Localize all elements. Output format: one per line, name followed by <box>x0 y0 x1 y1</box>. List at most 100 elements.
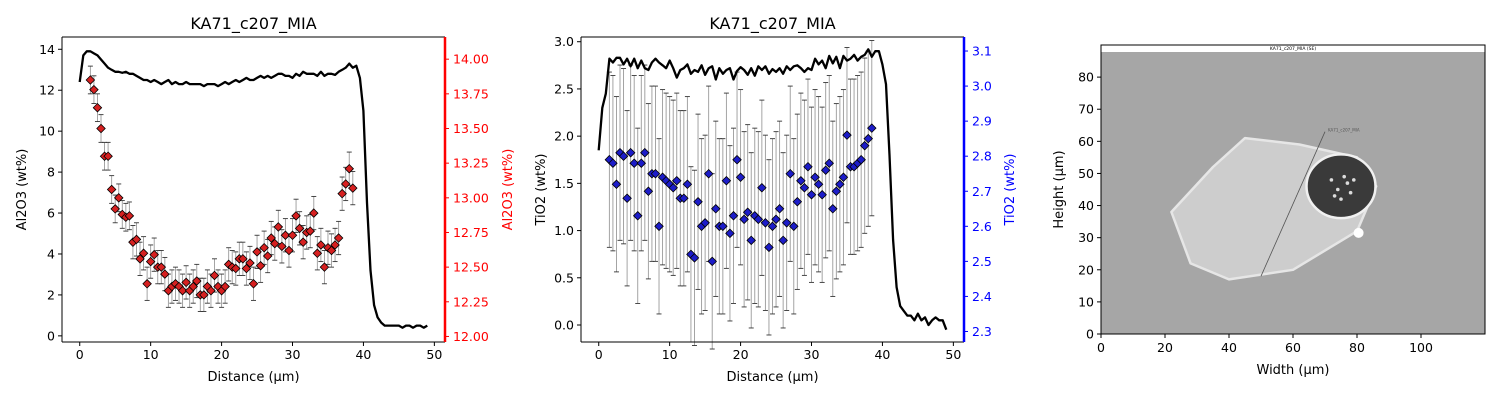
data-point <box>344 163 355 174</box>
data-point <box>298 237 308 247</box>
data-point <box>220 281 230 292</box>
data-point <box>757 182 767 193</box>
y-tick-label: 2.0 <box>554 129 574 144</box>
data-point <box>266 233 276 243</box>
y-tick-label: 6 <box>47 206 55 221</box>
data-point <box>124 211 135 221</box>
plot-panel-0: KA71_c207_MIA 0 10 20 30 40 50 0 2 4 6 8 10 12 14 12.00… <box>15 14 516 385</box>
data-point <box>231 263 241 274</box>
y-tick-label: 40 <box>1078 198 1094 213</box>
x-tick-label: 20 <box>214 347 230 362</box>
y-tick-label: 3.0 <box>554 34 574 49</box>
y-tick-label: 0 <box>47 328 55 343</box>
data-point <box>89 84 99 95</box>
inclusion-crystal <box>1345 181 1350 185</box>
y-tick-label: 4 <box>47 246 55 261</box>
data-point <box>138 248 149 259</box>
data-point <box>291 211 301 221</box>
x-tick-label: 40 <box>874 347 890 362</box>
y2-tick-label: 14.00 <box>453 52 489 67</box>
data-point <box>799 182 810 193</box>
data-point <box>106 184 117 195</box>
y-tick-label: 10 <box>1078 294 1094 309</box>
data-point <box>191 276 202 286</box>
data-point <box>824 158 835 168</box>
data-point <box>813 179 824 190</box>
data-point <box>149 249 159 260</box>
data-point <box>340 179 351 189</box>
data-point <box>856 154 866 165</box>
data-point <box>142 279 152 289</box>
y-tick-label: 10 <box>39 124 55 139</box>
chart-title: KA71_c207_MIA <box>709 14 835 34</box>
data-point <box>629 158 639 168</box>
y-tick-label: 2.5 <box>554 81 574 96</box>
data-point <box>312 248 323 259</box>
data-point <box>820 165 831 175</box>
data-point <box>135 254 145 264</box>
data-point <box>835 179 845 190</box>
data-point <box>796 175 806 186</box>
y-tick-label: 50 <box>1078 166 1094 181</box>
y2-tick-label: 12.25 <box>453 294 489 309</box>
data-point <box>707 256 717 267</box>
x-tick-label: 10 <box>143 347 159 362</box>
y-tick-label: 30 <box>1078 230 1094 245</box>
data-point <box>348 183 358 193</box>
y2-tick-label: 12.75 <box>453 225 489 240</box>
data-point <box>238 254 248 264</box>
data-point <box>632 211 643 221</box>
x-tick-label: 30 <box>804 347 820 362</box>
data-point <box>103 151 113 161</box>
y2-tick-label: 2.3 <box>972 324 992 339</box>
data-point <box>241 263 252 274</box>
data-point <box>294 223 305 234</box>
data-point <box>199 290 209 300</box>
image-caption: KA71_c207_MIA (SE) <box>1270 46 1316 52</box>
data-point <box>838 172 849 182</box>
data-point <box>828 204 838 214</box>
data-point <box>700 218 710 228</box>
data-point <box>718 221 728 232</box>
data-point <box>867 123 877 133</box>
x-tick-label: 0 <box>1097 340 1105 355</box>
data-point <box>622 193 632 204</box>
x-tick-label: 10 <box>662 347 678 362</box>
x-tick-label: 50 <box>945 347 961 362</box>
data-point <box>625 147 636 158</box>
data-point <box>817 189 827 200</box>
y2-tick-label: 13.50 <box>453 121 489 136</box>
data-point <box>270 238 280 249</box>
data-point <box>721 175 732 186</box>
data-point <box>785 168 795 179</box>
data-point <box>156 262 167 272</box>
inclusion-crystal <box>1339 197 1343 201</box>
data-point <box>188 281 198 292</box>
caption-strip <box>1101 45 1485 52</box>
data-point <box>611 179 622 190</box>
data-point <box>806 189 817 200</box>
bright-grain <box>1353 227 1364 238</box>
data-point <box>803 161 813 172</box>
data-point <box>703 168 714 179</box>
data-point <box>330 240 340 250</box>
y-tick-label: 12 <box>39 83 55 98</box>
data-point <box>259 242 269 253</box>
data-point <box>618 151 629 161</box>
y2-tick-label: 2.5 <box>972 254 992 269</box>
y-tick-label: 8 <box>47 165 55 180</box>
data-point <box>650 168 661 179</box>
y-tick-label: 1.5 <box>554 176 574 191</box>
data-point <box>262 251 273 261</box>
data-point <box>859 140 870 151</box>
inclusion-crystal <box>1342 174 1346 179</box>
data-point <box>679 193 689 204</box>
data-point <box>764 242 774 253</box>
y2-tick-label: 2.9 <box>972 114 992 129</box>
data-point <box>209 270 220 281</box>
x-tick-label: 20 <box>733 347 749 362</box>
melt-inclusion <box>1305 153 1377 220</box>
y2-tick-label: 2.4 <box>972 289 992 304</box>
y2-tick-label: 2.7 <box>972 184 992 199</box>
data-point <box>131 234 142 245</box>
